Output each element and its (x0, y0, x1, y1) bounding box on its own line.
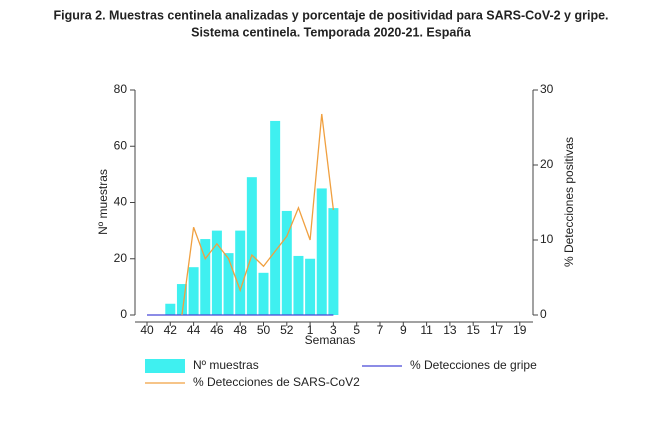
bar (270, 120, 281, 315)
legend-swatch (145, 359, 185, 373)
x-tick-label: 15 (467, 323, 481, 337)
bar (235, 230, 246, 315)
x-tick-label: 9 (400, 323, 407, 337)
legend-label: Nº muestras (193, 358, 259, 372)
x-tick-label: 7 (377, 323, 384, 337)
y2-tick-label: 10 (540, 232, 554, 246)
bar (328, 208, 339, 315)
x-tick-label: 42 (164, 323, 178, 337)
x-axis-label: Semanas (305, 333, 356, 347)
x-tick-label: 11 (420, 323, 433, 337)
legend-label: % Detecciones de gripe (410, 358, 537, 372)
bar (246, 177, 257, 315)
y-tick-label: 20 (114, 251, 128, 265)
y2-tick-label: 30 (540, 82, 554, 96)
line (181, 113, 335, 316)
bar (165, 303, 176, 315)
x-tick-label: 52 (280, 323, 294, 337)
y-tick-label: 80 (114, 82, 128, 96)
y-tick-label: 40 (114, 195, 128, 209)
bar (188, 267, 199, 315)
x-tick-label: 3 (330, 323, 337, 337)
y-tick-label: 0 (120, 307, 127, 321)
bar (316, 188, 327, 315)
bar (305, 258, 316, 315)
x-tick-label: 48 (234, 323, 248, 337)
y2-axis-label: % Detecciones positivas (562, 137, 576, 267)
x-tick-label: 46 (210, 323, 224, 337)
bar (176, 284, 187, 315)
bar (258, 272, 269, 315)
chart-subtitle: Sistema centinela. Temporada 2020-21. Es… (191, 25, 472, 39)
y2-tick-label: 20 (540, 157, 554, 171)
bar (293, 255, 304, 315)
x-tick-label: 13 (443, 323, 457, 337)
bar (200, 239, 211, 315)
x-tick-label: 40 (140, 323, 154, 337)
x-tick-label: 50 (257, 323, 271, 337)
x-tick-label: 19 (513, 323, 527, 337)
x-tick-label: 1 (307, 323, 314, 337)
y2-tick-label: 0 (540, 307, 547, 321)
x-tick-label: 44 (187, 323, 201, 337)
legend-label: % Detecciones de SARS-CoV2 (193, 375, 360, 389)
y-axis-label: Nº muestras (96, 169, 110, 235)
chart-title: Figura 2. Muestras centinela analizadas … (53, 8, 608, 22)
bar (281, 210, 292, 315)
y-tick-label: 60 (114, 138, 128, 152)
bar (223, 253, 234, 315)
x-tick-label: 17 (490, 323, 504, 337)
x-tick-label: 5 (353, 323, 360, 337)
bar (211, 230, 222, 315)
